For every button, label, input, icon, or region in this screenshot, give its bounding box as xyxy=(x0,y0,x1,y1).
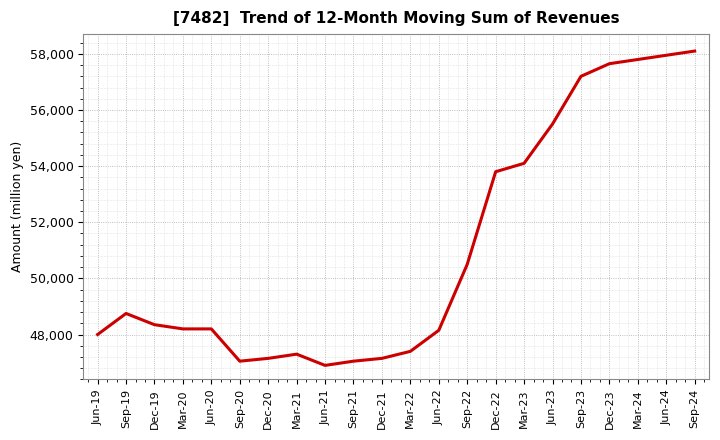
Y-axis label: Amount (million yen): Amount (million yen) xyxy=(11,141,24,272)
Title: [7482]  Trend of 12-Month Moving Sum of Revenues: [7482] Trend of 12-Month Moving Sum of R… xyxy=(173,11,619,26)
